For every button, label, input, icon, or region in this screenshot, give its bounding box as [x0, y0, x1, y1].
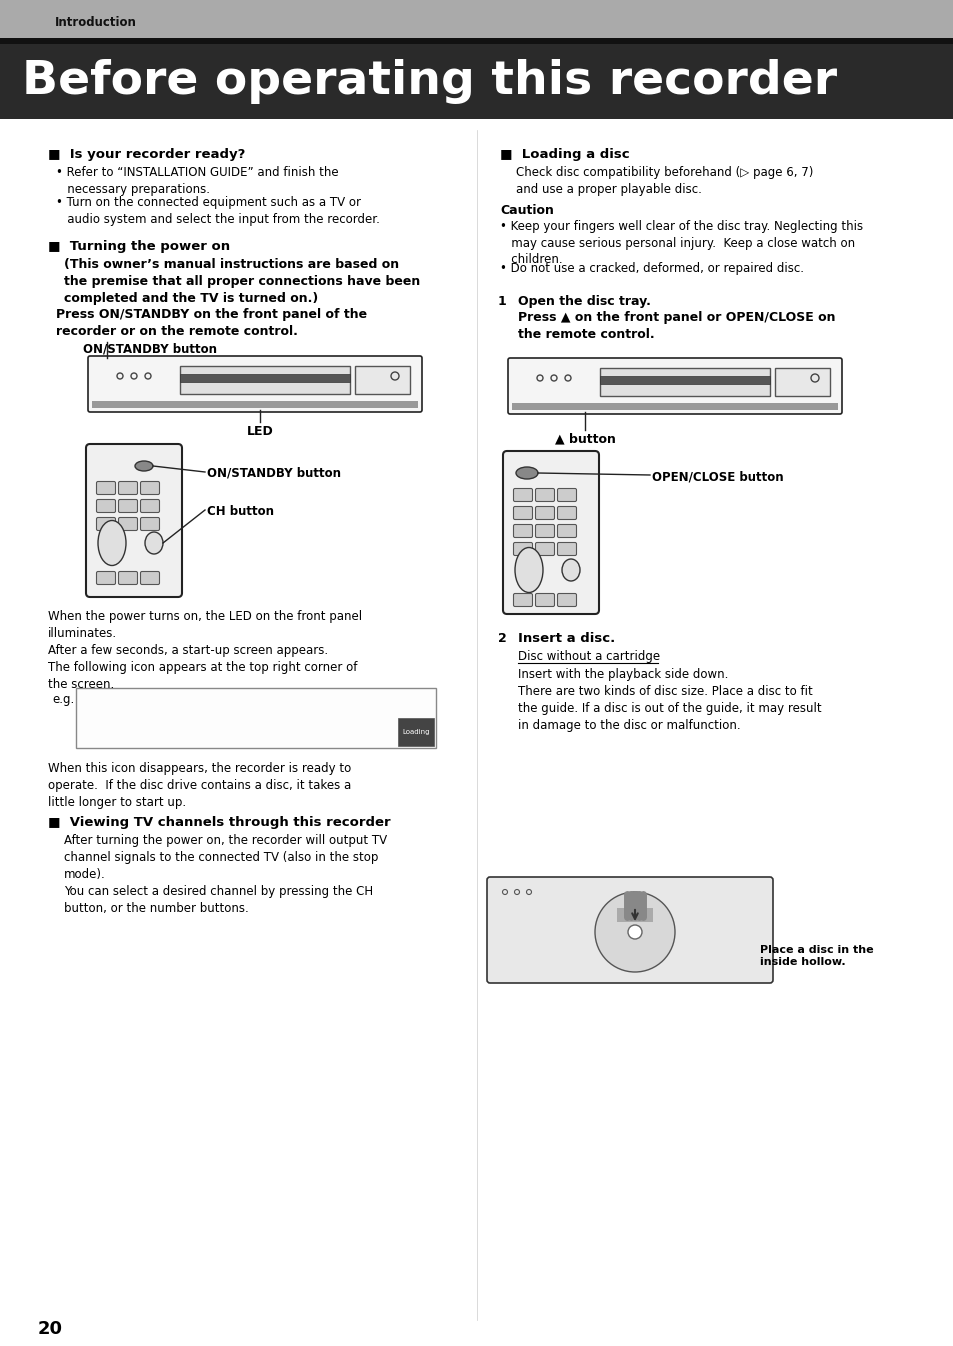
Circle shape: [627, 925, 641, 940]
Ellipse shape: [145, 532, 163, 555]
Text: Caution: Caution: [499, 205, 554, 217]
Ellipse shape: [98, 521, 126, 565]
FancyBboxPatch shape: [535, 489, 554, 502]
FancyBboxPatch shape: [535, 594, 554, 607]
Text: ■  Viewing TV channels through this recorder: ■ Viewing TV channels through this recor…: [48, 816, 390, 829]
Text: Disc without a cartridge: Disc without a cartridge: [517, 650, 659, 664]
FancyBboxPatch shape: [507, 358, 841, 415]
FancyBboxPatch shape: [118, 517, 137, 530]
FancyBboxPatch shape: [557, 525, 576, 537]
Text: Loading: Loading: [402, 730, 429, 735]
Bar: [0, 44, 953, 118]
FancyBboxPatch shape: [513, 594, 532, 607]
Bar: [76, 688, 436, 748]
Circle shape: [595, 892, 675, 972]
FancyBboxPatch shape: [557, 506, 576, 520]
Text: ON/STANDBY button: ON/STANDBY button: [207, 467, 340, 481]
Text: Press ▲ on the front panel or OPEN/CLOSE on
the remote control.: Press ▲ on the front panel or OPEN/CLOSE…: [517, 311, 835, 341]
Bar: [180, 366, 350, 394]
Text: CH button: CH button: [207, 505, 274, 518]
FancyBboxPatch shape: [486, 878, 772, 983]
Text: Check disc compatibility beforehand (▷ page 6, 7)
and use a proper playable disc: Check disc compatibility beforehand (▷ p…: [516, 166, 813, 197]
FancyBboxPatch shape: [535, 542, 554, 556]
Bar: [599, 376, 769, 384]
FancyBboxPatch shape: [96, 499, 115, 513]
Text: ▲ button: ▲ button: [554, 432, 615, 446]
FancyBboxPatch shape: [86, 444, 182, 598]
Text: There are two kinds of disc size. Place a disc to fit
the guide. If a disc is ou: There are two kinds of disc size. Place …: [517, 685, 821, 732]
Bar: [0, 0, 953, 38]
Ellipse shape: [516, 467, 537, 479]
FancyBboxPatch shape: [140, 499, 159, 513]
Text: • Do not use a cracked, deformed, or repaired disc.: • Do not use a cracked, deformed, or rep…: [499, 262, 803, 275]
FancyBboxPatch shape: [535, 506, 554, 520]
Text: 20: 20: [38, 1320, 63, 1338]
Text: • Keep your fingers well clear of the disc tray. Neglecting this
   may cause se: • Keep your fingers well clear of the di…: [499, 219, 862, 267]
Bar: [91, 401, 417, 408]
Bar: [512, 402, 837, 411]
Text: 2: 2: [497, 633, 506, 645]
Text: Press ON/STANDBY on the front panel of the
recorder or on the remote control.: Press ON/STANDBY on the front panel of t…: [56, 308, 367, 338]
Bar: [180, 374, 350, 382]
Text: • Refer to “INSTALLATION GUIDE” and finish the
   necessary preparations.: • Refer to “INSTALLATION GUIDE” and fini…: [56, 166, 338, 195]
Text: ON/STANDBY button: ON/STANDBY button: [83, 342, 216, 355]
FancyBboxPatch shape: [96, 482, 115, 494]
Text: Introduction: Introduction: [55, 16, 136, 28]
FancyBboxPatch shape: [513, 506, 532, 520]
Text: After turning the power on, the recorder will output TV
channel signals to the c: After turning the power on, the recorder…: [64, 835, 387, 915]
Text: ■  Is your recorder ready?: ■ Is your recorder ready?: [48, 148, 245, 162]
Text: When the power turns on, the LED on the front panel
illuminates.
After a few sec: When the power turns on, the LED on the …: [48, 610, 362, 690]
FancyBboxPatch shape: [140, 482, 159, 494]
FancyBboxPatch shape: [118, 572, 137, 584]
Text: 1: 1: [497, 295, 506, 308]
Ellipse shape: [561, 559, 579, 581]
Text: (This owner’s manual instructions are based on
the premise that all proper conne: (This owner’s manual instructions are ba…: [64, 258, 420, 306]
Bar: [355, 366, 410, 394]
Text: LED: LED: [247, 425, 274, 437]
FancyBboxPatch shape: [96, 572, 115, 584]
Text: Open the disc tray.: Open the disc tray.: [517, 295, 650, 308]
Bar: [617, 909, 652, 922]
Text: When this icon disappears, the recorder is ready to
operate.  If the disc drive : When this icon disappears, the recorder …: [48, 762, 351, 809]
FancyBboxPatch shape: [513, 542, 532, 556]
FancyBboxPatch shape: [88, 355, 421, 412]
Text: Insert a disc.: Insert a disc.: [517, 633, 615, 645]
FancyBboxPatch shape: [557, 542, 576, 556]
Text: Insert with the playback side down.: Insert with the playback side down.: [517, 668, 727, 681]
Text: Before operating this recorder: Before operating this recorder: [22, 58, 836, 104]
Text: e.g.: e.g.: [52, 693, 74, 707]
Text: OPEN/CLOSE button: OPEN/CLOSE button: [651, 470, 782, 483]
Ellipse shape: [515, 548, 542, 592]
FancyBboxPatch shape: [118, 482, 137, 494]
Ellipse shape: [135, 460, 152, 471]
Text: ■  Loading a disc: ■ Loading a disc: [499, 148, 629, 162]
FancyBboxPatch shape: [96, 517, 115, 530]
Bar: [599, 367, 769, 396]
FancyBboxPatch shape: [513, 489, 532, 502]
FancyBboxPatch shape: [535, 525, 554, 537]
FancyBboxPatch shape: [513, 525, 532, 537]
Text: ■  Turning the power on: ■ Turning the power on: [48, 240, 230, 253]
FancyBboxPatch shape: [502, 451, 598, 614]
FancyBboxPatch shape: [118, 499, 137, 513]
FancyBboxPatch shape: [557, 594, 576, 607]
FancyBboxPatch shape: [140, 517, 159, 530]
Bar: [0, 38, 953, 44]
FancyBboxPatch shape: [557, 489, 576, 502]
Bar: [774, 367, 829, 396]
Text: Place a disc in the
inside hollow.: Place a disc in the inside hollow.: [760, 945, 873, 968]
Bar: [397, 717, 434, 746]
FancyBboxPatch shape: [140, 572, 159, 584]
Text: • Turn on the connected equipment such as a TV or
   audio system and select the: • Turn on the connected equipment such a…: [56, 197, 379, 226]
